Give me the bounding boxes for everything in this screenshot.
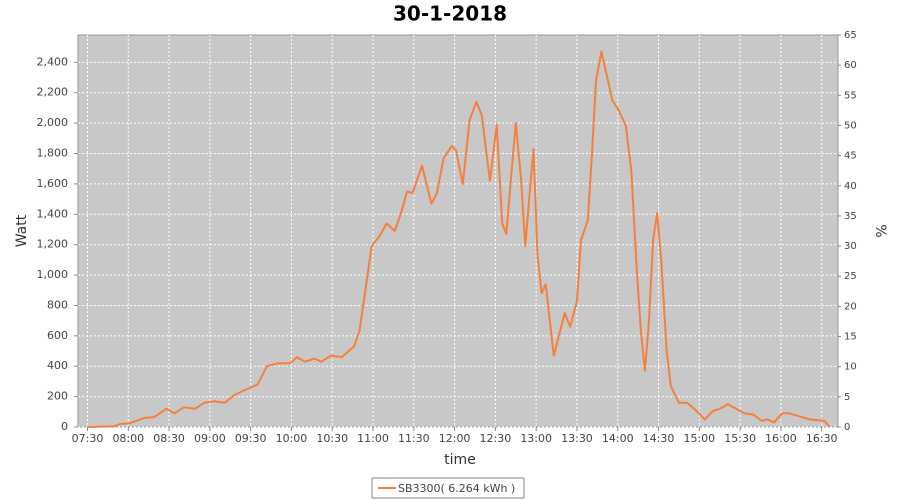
- y-tick-label: 0: [61, 420, 68, 433]
- x-tick-label: 15:30: [724, 432, 756, 445]
- x-tick-label: 10:30: [316, 432, 348, 445]
- x-tick-label: 07:30: [72, 432, 104, 445]
- x-tick-label: 14:30: [643, 432, 675, 445]
- x-tick-label: 16:00: [765, 432, 797, 445]
- y2-tick-label: 0: [844, 422, 850, 433]
- y2-tick-label: 55: [844, 90, 857, 101]
- y-tick-label: 2,200: [37, 86, 69, 99]
- y2-tick-label: 15: [844, 332, 857, 343]
- y-tick-label: 1,600: [37, 177, 69, 190]
- y2-tick-label: 50: [844, 120, 857, 131]
- x-tick-label: 14:00: [602, 432, 634, 445]
- y-tick-label: 600: [47, 329, 68, 342]
- y2-tick-label: 25: [844, 271, 857, 282]
- y2-tick-label: 20: [844, 301, 857, 312]
- x-tick-label: 13:00: [520, 432, 552, 445]
- y-axis-label: Watt: [14, 214, 30, 247]
- y2-tick-label: 45: [844, 151, 857, 162]
- legend-label: SB3300( 6.264 kWh ): [398, 482, 515, 495]
- y2-tick-label: 30: [844, 241, 857, 252]
- x-tick-label: 08:00: [112, 432, 144, 445]
- y2-tick-label: 60: [844, 60, 857, 71]
- x-tick-label: 08:30: [153, 432, 185, 445]
- y-tick-label: 1,800: [37, 147, 69, 160]
- y-tick-label: 400: [47, 359, 68, 372]
- x-tick-label: 15:00: [683, 432, 715, 445]
- data-line: [87, 50, 831, 428]
- legend-box: [371, 477, 525, 499]
- x-tick-label: 16:30: [806, 432, 838, 445]
- y-tick-label: 200: [47, 390, 68, 403]
- y2-tick-label: 10: [844, 362, 857, 373]
- y2-axis-label: %: [872, 224, 888, 237]
- y-tick-label: 1,400: [37, 207, 69, 220]
- x-tick-label: 10:00: [276, 432, 308, 445]
- x-tick-label: 09:00: [194, 432, 226, 445]
- y2-tick-label: 35: [844, 211, 857, 222]
- x-tick-label: 09:30: [235, 432, 267, 445]
- y-tick-label: 800: [47, 298, 68, 311]
- x-tick-label: 13:30: [561, 432, 593, 445]
- chart-title: 30-1-2018: [393, 2, 507, 26]
- y2-tick-label: 65: [844, 30, 857, 41]
- y2-tick-label: 40: [844, 181, 857, 192]
- x-tick-label: 11:30: [398, 432, 430, 445]
- x-tick-label: 12:30: [480, 432, 512, 445]
- x-axis-label: time: [444, 452, 476, 468]
- y2-tick-label: 5: [844, 392, 850, 403]
- y-tick-label: 1,000: [37, 268, 69, 281]
- x-tick-label: 11:00: [357, 432, 389, 445]
- y-tick-label: 2,000: [37, 116, 69, 129]
- y-tick-label: 2,400: [37, 55, 69, 68]
- plot-area: [77, 34, 839, 428]
- y-tick-label: 1,200: [37, 238, 69, 251]
- x-tick-label: 12:00: [439, 432, 471, 445]
